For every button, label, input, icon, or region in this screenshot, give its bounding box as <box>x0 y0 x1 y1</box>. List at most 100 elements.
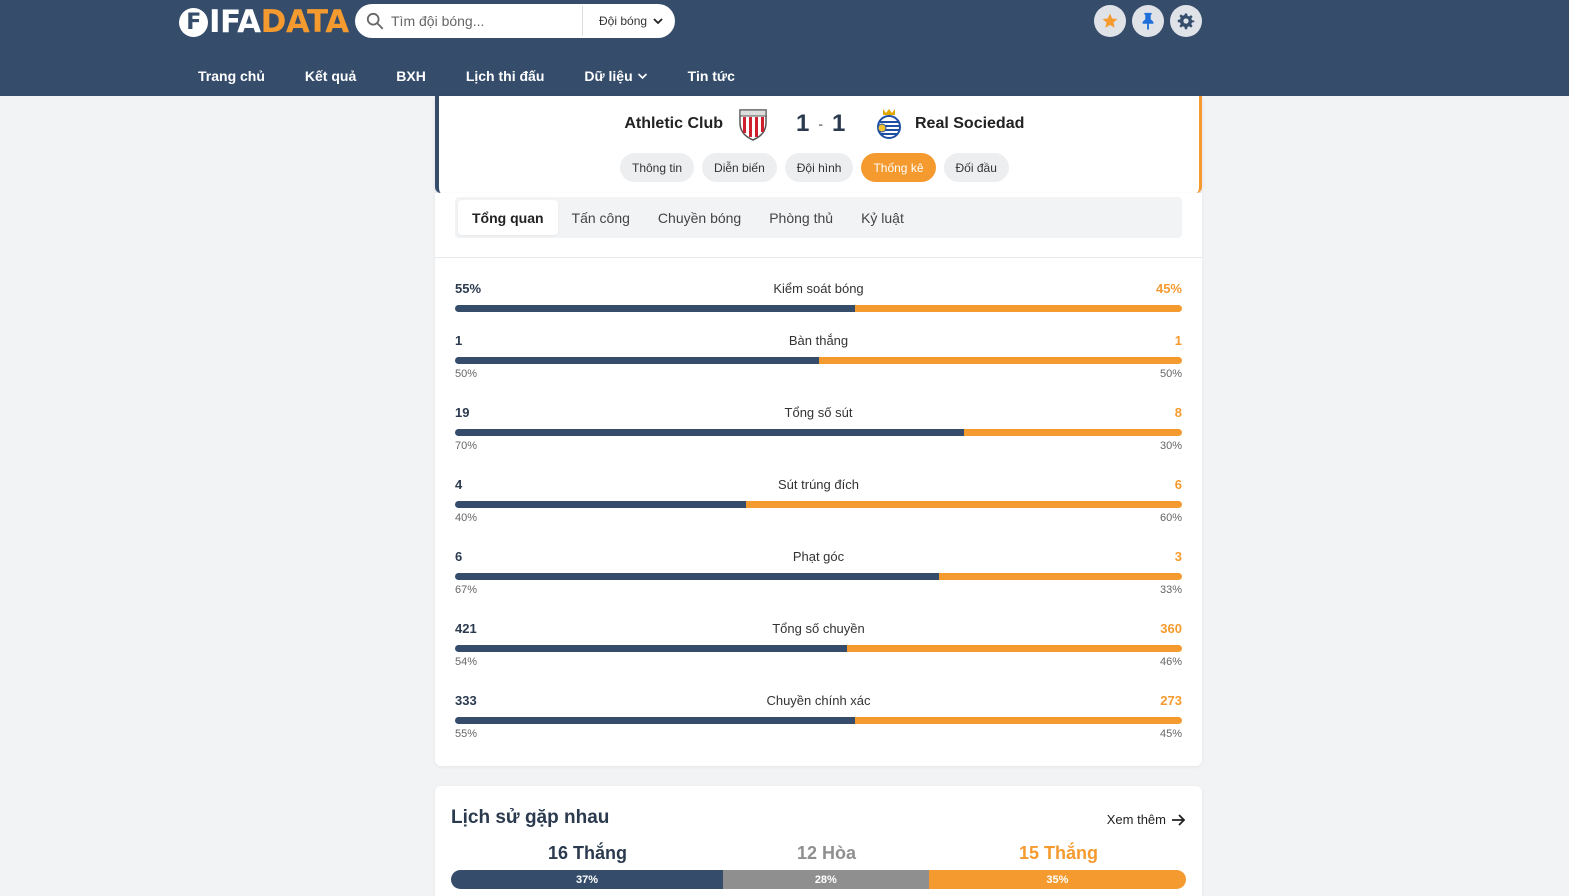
stats-subtabs: Tổng quan Tấn công Chuyền bóng Phòng thủ… <box>455 197 1182 238</box>
stat-bar-away <box>854 305 1182 312</box>
chevron-down-icon <box>637 72 647 79</box>
logo-text-white: IFA <box>209 4 261 40</box>
stat-bar <box>455 305 1182 312</box>
stat-away-value: 1 <box>1174 332 1182 348</box>
h2h-bar: 37% 28% 35% <box>451 870 1186 889</box>
stat-home-pct: 55% <box>455 728 478 740</box>
nav-data[interactable]: Dữ liệu <box>584 68 647 84</box>
stat-home-value: 333 <box>455 692 477 708</box>
stat-home-value: 4 <box>455 476 463 492</box>
subtab-discipline[interactable]: Kỷ luật <box>861 209 904 226</box>
nav-fixtures[interactable]: Lịch thi đấu <box>466 68 545 84</box>
see-more-link[interactable]: Xem thêm <box>1107 812 1186 827</box>
scoreline: 1 - 1 <box>796 110 845 138</box>
stat-row-possession: 55% Kiểm soát bóng 45% <box>455 278 1182 312</box>
subtab-passing[interactable]: Chuyền bóng <box>657 209 742 226</box>
stat-bar <box>455 357 1182 364</box>
stat-away-value: 8 <box>1174 404 1182 420</box>
stat-home-value: 1 <box>455 332 463 348</box>
search-scope-label: Đội bóng <box>599 14 648 28</box>
nav-results-label: Kết quả <box>304 68 357 84</box>
tab-head-to-head[interactable]: Đối đầu <box>943 153 1009 182</box>
h2h-bar-away: 35% <box>928 870 1186 889</box>
h2h-home-wins: 16 Thắng <box>548 843 628 863</box>
nav-news-label: Tin tức <box>687 68 735 84</box>
tab-stats[interactable]: Thống kê <box>861 153 936 182</box>
stat-label: Chuyền chính xác <box>766 692 871 708</box>
stat-away-pct: 46% <box>1159 656 1182 668</box>
stats-divider <box>435 257 1202 258</box>
stat-bar-home <box>455 429 964 436</box>
stat-away-value: 360 <box>1160 620 1182 636</box>
see-more-label: Xem thêm <box>1106 812 1166 827</box>
arrow-right-icon <box>1172 813 1186 826</box>
subtab-overview[interactable]: Tổng quan <box>458 200 558 235</box>
pinned-button[interactable] <box>1132 5 1164 37</box>
stat-home-pct: 40% <box>455 512 478 524</box>
nav-home[interactable]: Trang chủ <box>198 68 265 84</box>
stat-away-pct: 60% <box>1159 512 1182 524</box>
home-team-name[interactable]: Athletic Club <box>624 115 723 132</box>
fifadata-logo[interactable]: F IFA DATA <box>179 4 350 40</box>
stat-away-value: 6 <box>1174 476 1182 492</box>
main-nav: Trang chủ Kết quả BXH Lịch thi đấu Dữ li… <box>198 68 775 84</box>
stat-home-value: 421 <box>455 620 477 636</box>
stat-bar-away <box>854 717 1182 724</box>
stat-row-shots-on-target: 4 Sút trúng đích 6 40% 60% <box>455 474 1182 524</box>
nav-standings[interactable]: BXH <box>396 68 426 84</box>
stat-bar-away <box>818 357 1182 364</box>
nav-results[interactable]: Kết quả <box>305 68 356 84</box>
stat-away-value: 273 <box>1160 692 1182 708</box>
real-sociedad-crest-icon[interactable] <box>873 107 905 141</box>
away-score: 1 <box>832 110 846 137</box>
gear-icon <box>1177 13 1195 30</box>
stat-bar-home <box>455 501 746 508</box>
stat-away-pct: 33% <box>1159 584 1182 596</box>
stat-row-total-shots: 19 Tổng số sút 8 70% 30% <box>455 402 1182 452</box>
stat-label: Tổng số chuyền <box>772 620 865 636</box>
stat-bar-home <box>455 573 940 580</box>
stat-bar <box>455 429 1182 436</box>
search-input[interactable] <box>391 13 576 29</box>
stat-home-pct: 67% <box>455 584 478 596</box>
stat-row-goals: 1 Bàn thắng 1 50% 50% <box>455 330 1182 380</box>
tab-events[interactable]: Diễn biến <box>702 153 777 182</box>
stat-bar <box>455 645 1182 652</box>
stat-home-pct: 50% <box>455 368 478 380</box>
stat-bar-away <box>939 573 1182 580</box>
stat-home-value: 55% <box>455 280 482 296</box>
stat-bar-home <box>455 357 819 364</box>
stat-home-value: 6 <box>455 548 463 564</box>
stat-home-value: 19 <box>455 404 470 420</box>
score-separator: - <box>818 116 824 132</box>
nav-news[interactable]: Tin tức <box>688 68 735 84</box>
match-header-card: Athletic Club 1 - 1 Real Sociedad Thông … <box>435 96 1202 193</box>
away-team-name[interactable]: Real Sociedad <box>915 115 1025 132</box>
stat-bar-away <box>963 429 1182 436</box>
logo-ball-mark: F <box>179 7 208 37</box>
search-divider <box>582 6 583 36</box>
search-scope-select[interactable]: Đội bóng <box>599 14 663 28</box>
subtab-attack[interactable]: Tấn công <box>571 209 630 226</box>
tab-info[interactable]: Thông tin <box>620 153 695 182</box>
logo-text-orange: DATA <box>260 4 350 40</box>
tab-lineups[interactable]: Đội hình <box>784 153 854 182</box>
stat-label: Phạt góc <box>792 548 845 564</box>
h2h-title: Lịch sử gặp nhau <box>451 807 610 828</box>
stat-bar <box>455 573 1182 580</box>
stat-label: Bàn thắng <box>788 332 849 348</box>
stat-away-pct: 45% <box>1159 728 1182 740</box>
stat-bar-home <box>455 645 847 652</box>
stat-away-value: 3 <box>1174 548 1182 564</box>
athletic-club-crest-icon[interactable] <box>737 107 769 141</box>
stat-bar <box>455 717 1182 724</box>
settings-button[interactable] <box>1170 5 1202 37</box>
h2h-away-wins: 15 Thắng <box>1019 843 1099 863</box>
team-search-box: Đội bóng <box>355 4 675 38</box>
subtab-defense[interactable]: Phòng thủ <box>769 209 834 226</box>
home-score: 1 <box>796 110 810 137</box>
search-icon <box>366 12 384 30</box>
stat-bar-home <box>455 717 855 724</box>
favorites-button[interactable] <box>1094 5 1126 37</box>
